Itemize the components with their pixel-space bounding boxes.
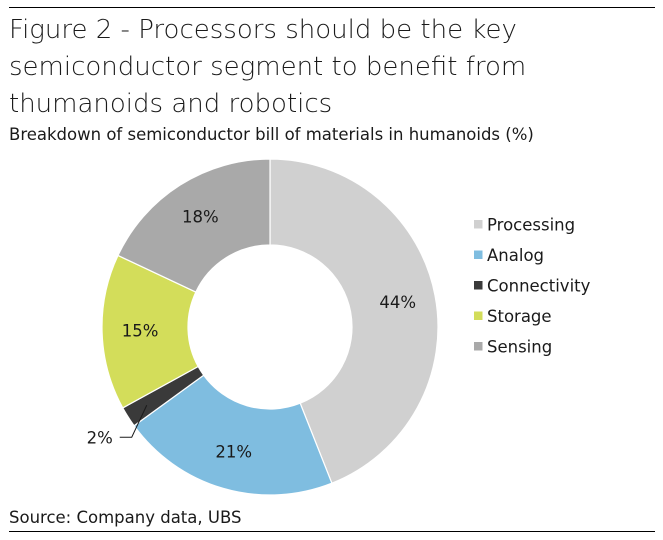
legend-swatch-processing xyxy=(474,220,483,229)
data-label-processing: 44% xyxy=(379,293,416,312)
leader-line-connectivity xyxy=(119,405,148,438)
legend-swatch-analog xyxy=(474,250,483,259)
data-label-analog: 21% xyxy=(215,442,252,461)
chart-subtitle: Breakdown of semiconductor bill of mater… xyxy=(9,125,534,144)
slice-group xyxy=(101,158,439,496)
legend-swatch-connectivity xyxy=(474,281,483,290)
title-line-2: semiconductor segment to benefit from xyxy=(9,52,527,82)
legend-swatch-storage xyxy=(474,311,483,320)
data-label-connectivity: 2% xyxy=(87,429,113,448)
data-label-storage: 15% xyxy=(122,322,159,341)
page-title: Figure 2 - Processors should be the key … xyxy=(9,12,654,123)
legend: Processing Analog Connectivity Storage Sensi… xyxy=(474,216,591,357)
slice-analog xyxy=(133,374,333,496)
title-line-3: thumanoids and robotics xyxy=(9,89,333,119)
slice-processing xyxy=(269,158,439,484)
top-rule xyxy=(9,7,655,8)
legend-label-sensing: Sensing xyxy=(487,338,552,357)
data-label-group: 44% 21% 2% 15% 18% xyxy=(87,208,416,462)
legend-label-storage: Storage xyxy=(487,307,552,326)
legend-label-connectivity: Connectivity xyxy=(487,277,591,296)
source-note: Source: Company data, UBS xyxy=(9,508,242,527)
legend-swatch-sensing xyxy=(474,342,483,351)
data-label-sensing: 18% xyxy=(182,208,219,227)
donut-chart: 44% 21% 2% 15% 18% Processing Analog Connectiv… xyxy=(87,158,591,496)
slice-sensing xyxy=(117,158,271,293)
title-line-1: Figure 2 - Processors should be the key xyxy=(9,15,517,45)
legend-label-analog: Analog xyxy=(487,246,544,265)
legend-label-processing: Processing xyxy=(487,216,575,235)
bottom-rule xyxy=(9,531,655,532)
